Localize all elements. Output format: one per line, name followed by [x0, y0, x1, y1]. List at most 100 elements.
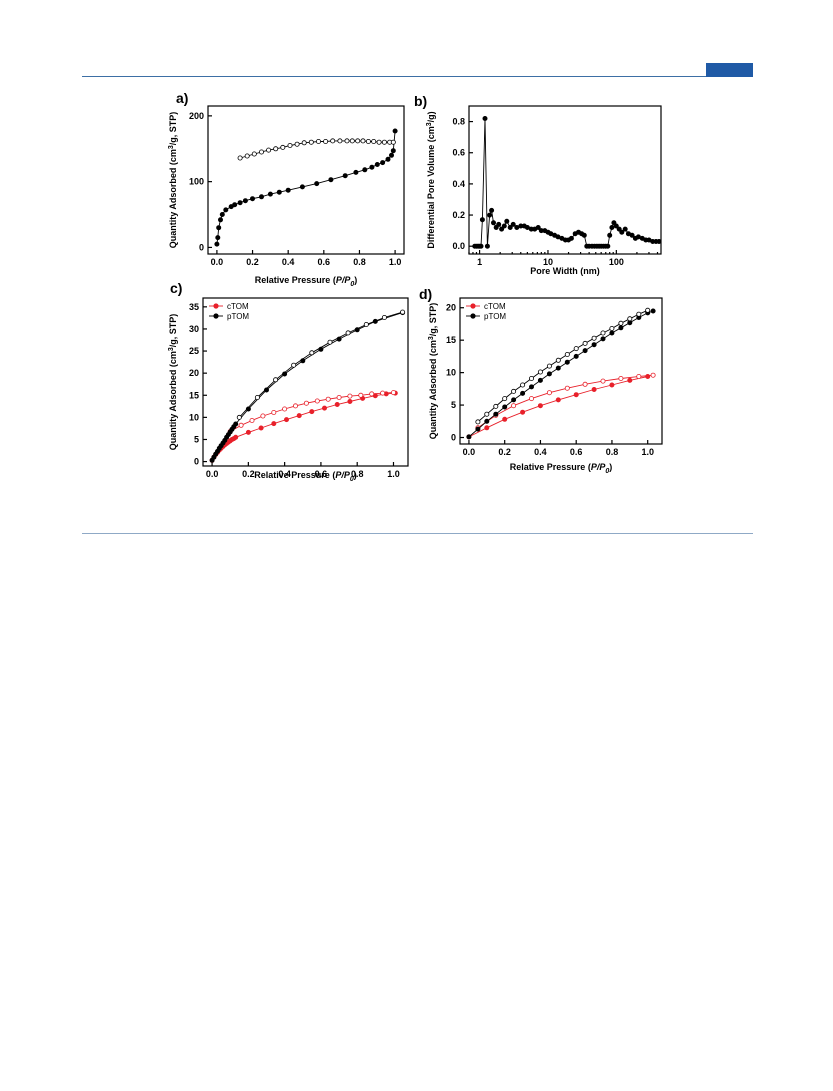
c-legend-label: cTOM	[227, 302, 249, 311]
c-legend-marker	[213, 303, 219, 309]
d-series-2-point	[546, 371, 552, 377]
d-series-2-point	[511, 397, 517, 403]
b-series-0-point	[607, 232, 613, 238]
b-series-0-point	[568, 235, 574, 241]
c-panel-label: c)	[170, 280, 182, 296]
c-series-0-point	[245, 429, 251, 435]
a-series-0-point	[353, 169, 359, 175]
c-series-3-point	[345, 330, 351, 336]
d-series-0-point	[484, 425, 490, 431]
a-series-0-point	[259, 194, 265, 200]
d-series-2-point	[520, 390, 526, 396]
b-plot-frame	[468, 105, 662, 255]
a-series-1-point	[344, 138, 350, 144]
a-x-tick-label: 0.4	[282, 257, 295, 267]
c-series-1-point	[238, 422, 244, 428]
a-x-tick-label: 0.6	[318, 257, 331, 267]
d-series-1-point	[636, 374, 642, 380]
d-series-3-point	[520, 382, 526, 388]
d-series-3-point	[529, 376, 535, 382]
a-series-1-point	[315, 139, 321, 145]
d-x-tick-label: 0.8	[606, 447, 619, 457]
b-y-tick-label: 0.4	[452, 179, 465, 189]
a-series-0-point	[369, 164, 375, 170]
c-series-1-point	[303, 400, 309, 406]
chart-a: 0.0 0.2 0.4 0.6 0.8 1.0 0 100 200 Relative Pressu…	[168, 90, 405, 288]
d-series-0-point	[591, 387, 597, 393]
c-series-1-point	[260, 413, 266, 419]
c-legend-marker	[213, 313, 219, 319]
a-series-0-point	[218, 217, 224, 223]
a-series-0-point	[342, 173, 348, 179]
d-x-tick-label: 0.0	[463, 447, 476, 457]
c-series-1-point	[380, 390, 386, 396]
d-series-3-point	[609, 326, 615, 332]
d-series-2-point	[555, 365, 561, 371]
c-y-tick-label: 15	[189, 390, 199, 400]
a-series-0-point	[380, 160, 386, 166]
c-y-axis-label: Quantity Adsorbed (cm3/g, STP)	[168, 314, 178, 451]
d-series-2-point	[564, 359, 570, 365]
c-series-0-point	[309, 409, 315, 415]
a-series-1-point	[301, 140, 307, 146]
c-series-3-point	[327, 339, 333, 345]
b-y-tick-label: 0.8	[452, 117, 465, 127]
b-x-tick-label: 10	[543, 257, 553, 267]
c-plot-frame	[202, 297, 409, 467]
b-series-0-point	[514, 224, 520, 230]
c-y-tick-label: 35	[189, 302, 199, 312]
b-series-0-point	[484, 243, 490, 249]
d-series-3-point	[618, 320, 624, 326]
d-y-tick-label: 5	[451, 400, 456, 410]
c-series-0-point	[284, 417, 290, 423]
c-series-3-line	[238, 311, 403, 418]
b-series-0-point	[487, 212, 493, 218]
d-series-1-point	[529, 396, 535, 402]
a-x-tick-label: 0.8	[353, 257, 366, 267]
d-legend-marker	[470, 313, 476, 319]
a-series-1-point	[266, 147, 272, 153]
c-series-3-point	[381, 315, 387, 321]
a-series-1-point	[287, 143, 293, 149]
d-series-3-point	[564, 352, 570, 358]
a-x-tick-label: 1.0	[389, 257, 402, 267]
d-series-2-point	[475, 426, 481, 432]
d-series-2-point	[573, 353, 579, 359]
a-series-0-point	[299, 184, 305, 190]
b-series-0-point	[611, 220, 617, 226]
d-series-3-point	[537, 369, 543, 375]
a-series-0-point	[390, 148, 396, 154]
b-series-0-point	[501, 223, 507, 229]
a-series-1-point	[244, 153, 250, 159]
a-series-1-point	[355, 138, 361, 144]
c-series-3-point	[400, 309, 406, 315]
d-series-0-point	[645, 374, 651, 380]
a-series-1-point	[381, 139, 387, 145]
d-series-0-point	[537, 403, 543, 409]
c-series-0-point	[258, 425, 264, 431]
d-y-axis-label: Quantity Adsorbed (cm3/g, STP)	[428, 303, 438, 440]
c-legend-label: pTOM	[227, 312, 249, 321]
c-x-tick-label: 0.2	[242, 469, 255, 479]
d-x-axis-label: Relative Pressure (P/P0)	[510, 462, 612, 475]
b-series-0-point	[581, 232, 587, 238]
b-series-0-point	[493, 224, 499, 230]
a-series-1-point	[308, 139, 314, 145]
chart-d: 0.0 0.2 0.4 0.6 0.8 1.0 0 5 10 15 20 Relative Press…	[419, 286, 663, 475]
c-series-0-point	[347, 399, 353, 405]
footer-rule	[82, 533, 753, 534]
c-series-3-point	[309, 350, 315, 356]
b-series-0-point	[609, 224, 615, 230]
a-series-1-point	[330, 138, 336, 144]
d-series-0-point	[627, 377, 633, 383]
c-series-1-point	[314, 398, 320, 404]
c-series-0-point	[334, 402, 340, 408]
c-series-1-point	[369, 391, 375, 397]
a-series-0-point	[250, 196, 256, 202]
a-series-1-point	[376, 139, 382, 145]
c-series-1-point	[325, 396, 331, 402]
a-series-1-point	[365, 139, 371, 145]
a-x-axis-label: Relative Pressure (P/P0)	[255, 275, 357, 288]
a-panel-label: a)	[176, 90, 188, 106]
c-y-tick-label: 25	[189, 346, 199, 356]
